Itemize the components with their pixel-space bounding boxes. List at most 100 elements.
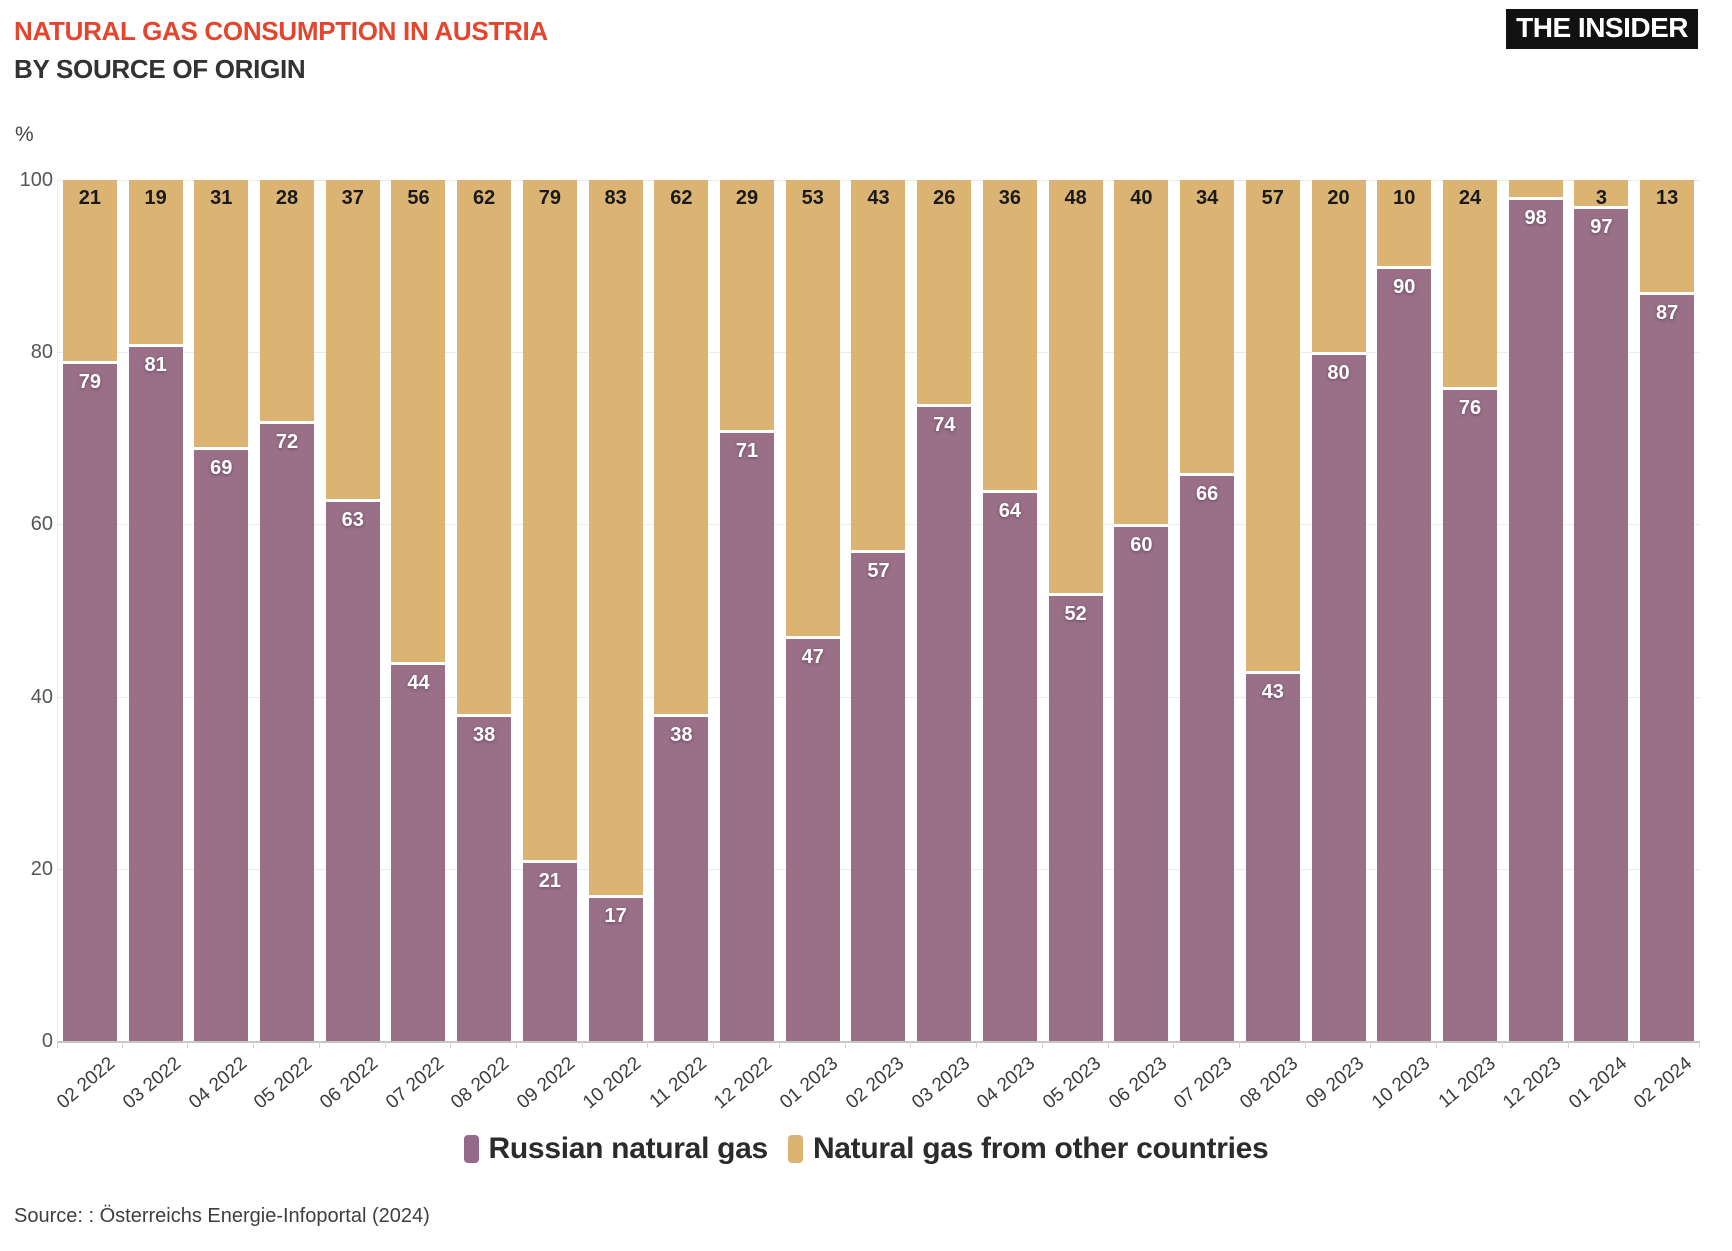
russian-gas-segment: 43 [1245,670,1300,1041]
other-countries-segment: 19 [128,180,183,344]
x-axis-label: 10 2022 [578,1053,646,1114]
x-axis-label: 11 2023 [1434,1053,1500,1113]
y-tick-label-80: 80 [30,341,53,364]
other-value-label: 48 [1064,187,1087,209]
y-axis-unit-label: % [15,123,34,146]
russian-value-label: 63 [341,508,364,531]
x-axis-label: 02 2022 [53,1053,120,1114]
stacked-bar: 98 [1508,180,1563,1041]
russian-value-label: 76 [1458,396,1482,419]
other-value-label: 43 [867,187,890,209]
x-axis-label: 11 2022 [645,1053,711,1113]
russian-gas-segment: 81 [128,343,183,1041]
other-countries-segment: 79 [522,180,577,861]
bar-group-08-2023: 57 43 08 2023 [1236,180,1306,1113]
russian-gas-segment: 57 [851,550,906,1041]
russian-gas-segment: 87 [1640,291,1695,1041]
x-axis-label: 01 2024 [1564,1053,1631,1114]
other-value-label: 19 [144,187,167,209]
legend-swatch-other [787,1135,803,1163]
russian-gas-segment: 79 [62,360,117,1041]
bar-group-04-2023: 36 64 04 2023 [973,180,1043,1113]
russian-value-label: 87 [1655,301,1679,324]
x-axis-label: 06 2022 [316,1053,383,1114]
bar-group-11-2022: 62 38 11 2022 [646,180,714,1112]
bar-group-09-2023: 20 80 09 2023 [1302,180,1372,1113]
stacked-bar: 24 76 [1442,180,1497,1041]
bar-group-10-2023: 10 90 10 2023 [1368,180,1437,1113]
other-countries-segment: 57 [1245,180,1300,671]
russian-gas-segment: 63 [325,498,380,1041]
other-value-label: 62 [670,187,693,209]
russian-value-label: 64 [998,499,1022,522]
x-axis-label: 12 2023 [1499,1053,1566,1114]
y-axis-line [57,180,58,1041]
other-countries-segment: 53 [785,180,840,637]
stacked-bar: 79 21 [522,180,577,1041]
other-value-label: 79 [538,187,562,209]
other-value-label: 26 [933,187,956,209]
other-countries-segment: 24 [1442,180,1497,387]
other-countries-segment: 20 [1311,180,1366,353]
legend-swatch-russian [463,1135,479,1163]
bar-group-04-2022: 31 69 04 2022 [185,180,254,1113]
russian-value-label: 72 [275,431,299,454]
stacked-bar: 62 38 [654,180,709,1041]
legend-label-other: Natural gas from other countries [812,1132,1269,1165]
legend-item-russian: Russian natural gas [463,1132,768,1166]
bar-group-05-2022: 28 72 05 2022 [250,180,320,1113]
x-axis-label: 08 2023 [1236,1053,1303,1114]
russian-value-label: 44 [407,672,430,695]
other-value-label: 40 [1130,187,1153,209]
x-axis-label: 08 2022 [447,1053,514,1114]
x-axis-label: 04 2023 [973,1053,1040,1114]
legend: Russian natural gas Natural gas from oth… [0,1132,1732,1166]
russian-value-label: 38 [670,723,693,746]
russian-gas-segment: 90 [1377,266,1432,1041]
x-axis-label: 05 2022 [250,1053,317,1114]
page-subtitle: BY SOURCE OF ORIGIN [14,54,306,84]
other-countries-segment: 26 [917,180,972,404]
other-countries-segment: 31 [194,180,249,447]
other-value-label: 28 [275,187,299,209]
other-value-label: 29 [735,187,759,209]
x-axis-label: 07 2022 [381,1053,448,1114]
russian-gas-segment: 47 [785,636,840,1041]
russian-value-label: 97 [1590,215,1613,238]
other-value-label: 20 [1327,187,1350,209]
bar-group-06-2023: 40 60 06 2023 [1105,180,1175,1113]
stacked-bar: 34 66 [1180,180,1235,1041]
bar-group-02-2022: 21 79 02 2022 [53,180,123,1113]
russian-gas-segment: 17 [588,894,643,1041]
page-title: NATURAL GAS CONSUMPTION IN AUSTRIA [14,16,548,46]
russian-value-label: 52 [1064,603,1087,626]
source-credit: Source: : Österreichs Energie-Infoportal… [14,1205,430,1227]
russian-gas-segment: 98 [1508,197,1563,1041]
other-countries-segment: 43 [851,180,906,551]
bar-group-12-2022: 29 71 12 2022 [710,180,780,1113]
bar-group-09-2022: 79 21 09 2022 [513,180,583,1113]
russian-value-label: 74 [933,413,956,436]
bar-group-01-2023: 53 47 01 2023 [776,180,846,1113]
russian-gas-segment: 69 [194,446,249,1041]
bar-group-11-2023: 24 76 11 2023 [1434,180,1503,1112]
chart-plot-area: 100 80 60 40 20 0 21 79 02 2022 19 81 03 2022 31 69 0… [20,169,1700,1113]
x-axis-label: 05 2023 [1039,1053,1106,1114]
other-countries-segment [1508,180,1563,198]
russian-value-label: 81 [144,353,167,376]
russian-gas-segment: 44 [391,662,446,1041]
other-countries-segment: 48 [1048,180,1103,594]
other-value-label: 10 [1393,187,1416,209]
russian-value-label: 17 [604,904,627,927]
other-countries-segment: 62 [654,180,709,714]
other-countries-segment: 21 [62,180,117,361]
x-axis-label: 09 2023 [1301,1053,1369,1114]
bar-group-06-2022: 37 63 06 2022 [316,180,386,1113]
other-countries-segment: 40 [1114,180,1169,525]
russian-value-label: 71 [735,439,759,462]
bar-group-02-2024: 13 87 02 2024 [1630,180,1700,1113]
russian-gas-segment: 52 [1048,593,1103,1041]
russian-value-label: 69 [210,456,233,479]
other-value-label: 57 [1261,187,1284,209]
x-axis-label: 09 2022 [513,1053,580,1114]
